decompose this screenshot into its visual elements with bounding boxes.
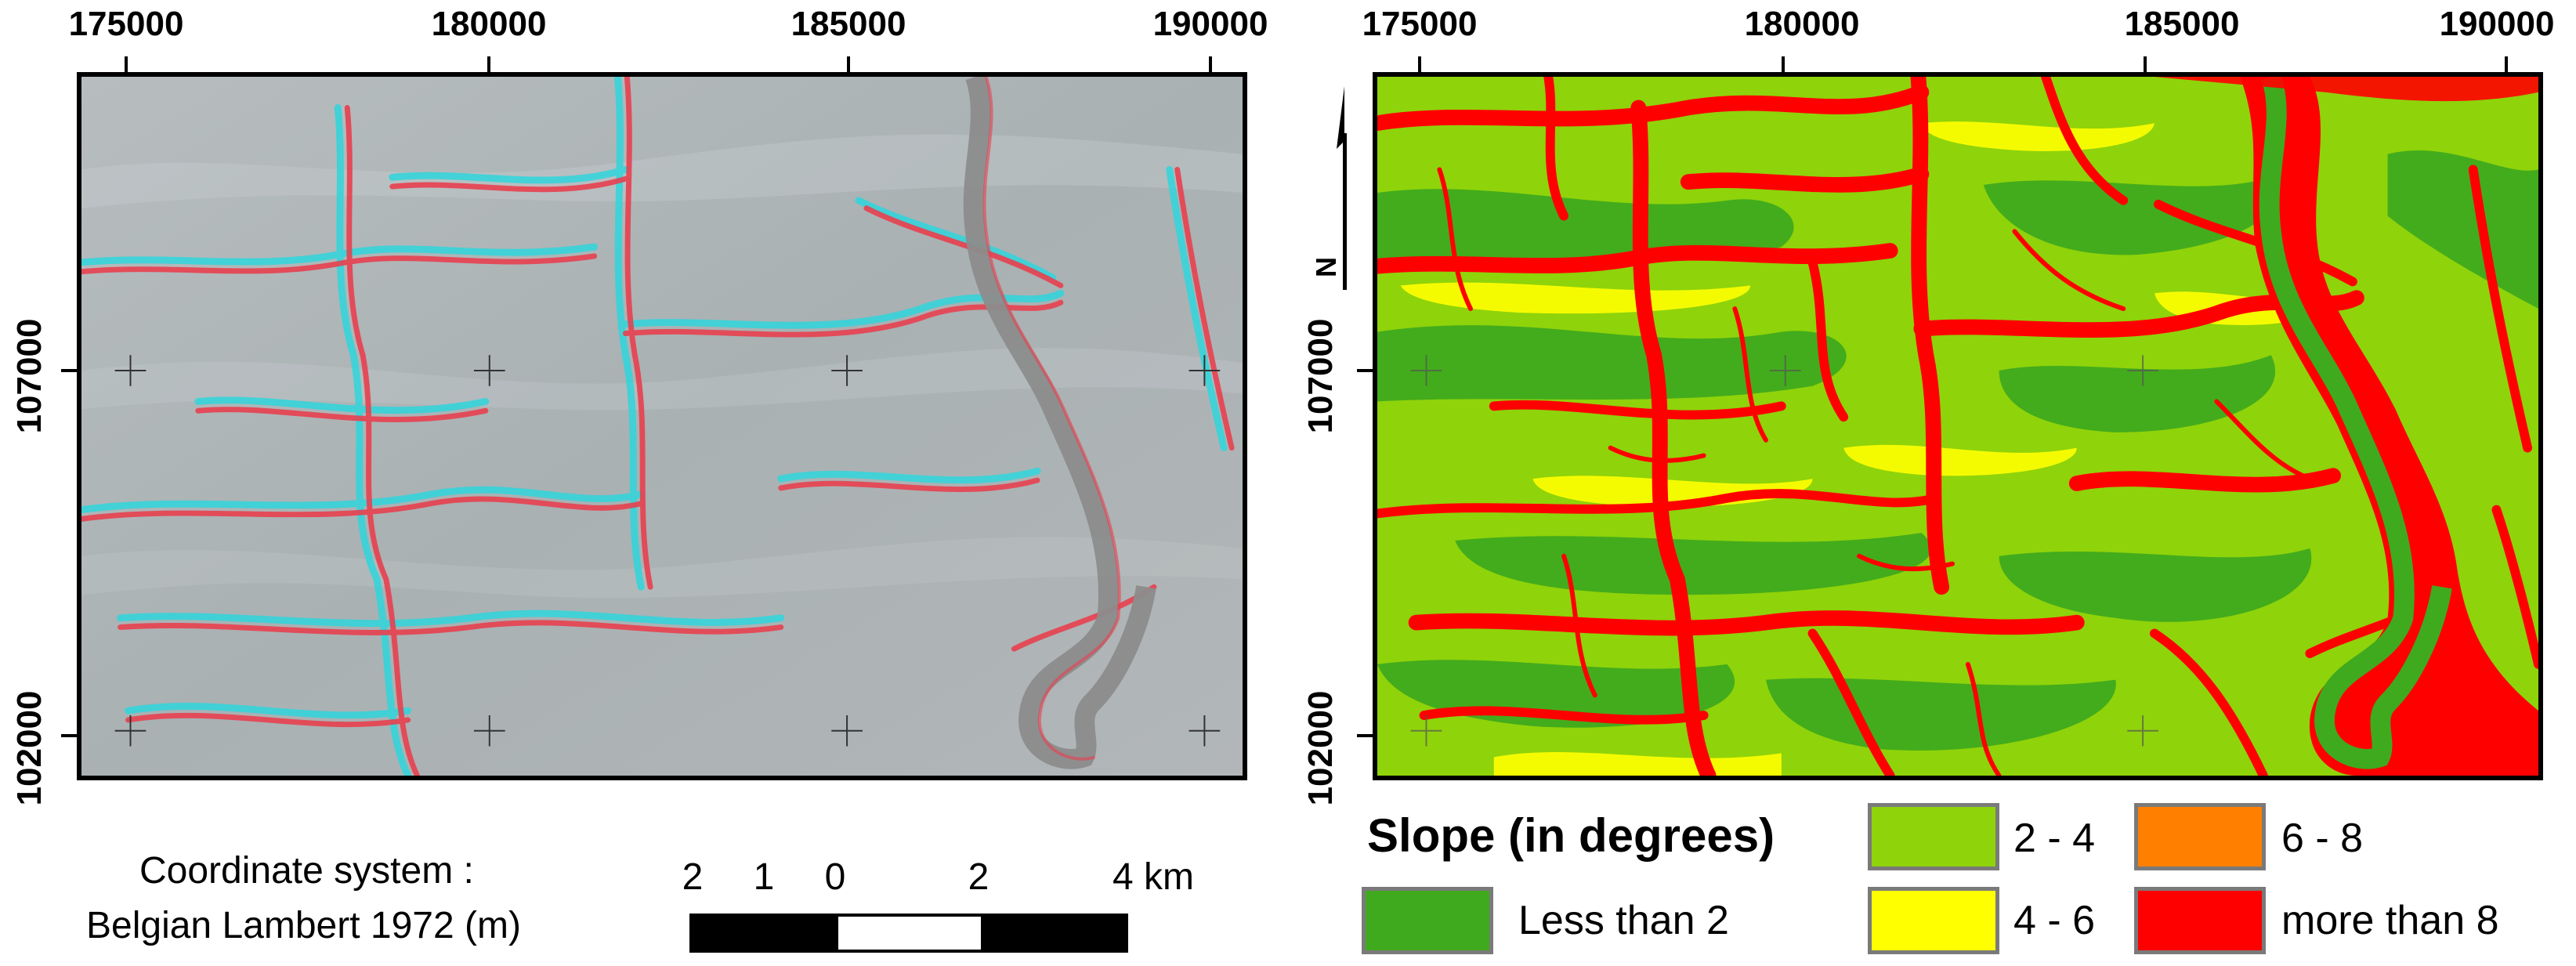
hillshade-anaglyph-map [77, 72, 1247, 780]
legend-label: 2 - 4 [2013, 816, 2096, 861]
right-x-tick: 180000 [1744, 5, 1860, 43]
scale-label: 2 [968, 856, 990, 898]
left-x-tick-mark [847, 56, 850, 74]
right-x-tick-mark [2505, 56, 2508, 74]
coordinate-system-line2: Belgian Lambert 1972 (m) [86, 905, 521, 946]
legend-swatch [2134, 887, 2266, 954]
right-x-tick: 175000 [1362, 5, 1478, 43]
right-x-tick: 190000 [2439, 5, 2555, 43]
left-x-tick-mark [487, 56, 490, 74]
scale-bar-frame [689, 914, 1128, 953]
scale-label: 0 [824, 856, 846, 898]
left-x-tick-mark [125, 56, 128, 74]
right-y-tick: 102000 [1301, 690, 1340, 806]
scale-label: 1 [753, 856, 775, 898]
legend-swatch [1868, 887, 1999, 954]
slope-map [1373, 72, 2543, 780]
right-y-tick: 107000 [1301, 318, 1340, 434]
scale-label-km: 4 km [1113, 856, 1195, 898]
scale-segment-black [981, 917, 1125, 950]
left-y-tick: 107000 [10, 318, 49, 434]
right-x-tick: 185000 [2124, 5, 2240, 43]
left-y-tick: 102000 [10, 690, 49, 806]
legend-swatch [1868, 803, 1999, 870]
left-x-tick: 185000 [791, 5, 906, 43]
legend-label: Less than 2 [1518, 898, 1729, 943]
hillshade-image [81, 77, 1243, 776]
legend-label: 6 - 8 [2281, 816, 2364, 861]
coordinate-system-line1: Coordinate system : [139, 850, 474, 892]
slope-image [1377, 77, 2538, 776]
scale-label: 2 [682, 856, 704, 898]
north-arrow: N [1310, 86, 1363, 290]
north-label: N [1310, 257, 1342, 277]
right-x-tick-mark [2144, 56, 2147, 74]
right-y-tick-mark [1357, 734, 1374, 737]
legend-label: 4 - 6 [2013, 898, 2096, 943]
right-y-tick-mark [1357, 369, 1374, 372]
legend-swatch [1362, 887, 1493, 954]
left-y-tick-mark [61, 734, 78, 737]
left-x-tick: 175000 [68, 5, 184, 43]
legend-swatch [2134, 803, 2266, 870]
left-x-tick: 190000 [1152, 5, 1268, 43]
left-y-tick-mark [61, 369, 78, 372]
left-x-tick: 180000 [431, 5, 547, 43]
legend-title: Slope (in degrees) [1367, 809, 1775, 862]
legend-label: more than 8 [2281, 898, 2499, 943]
north-arrow-icon [1337, 86, 1347, 290]
right-x-tick-mark [1418, 56, 1421, 74]
scale-segment-black [693, 917, 838, 950]
left-x-tick-mark [1209, 56, 1212, 74]
right-x-tick-mark [1782, 56, 1785, 74]
